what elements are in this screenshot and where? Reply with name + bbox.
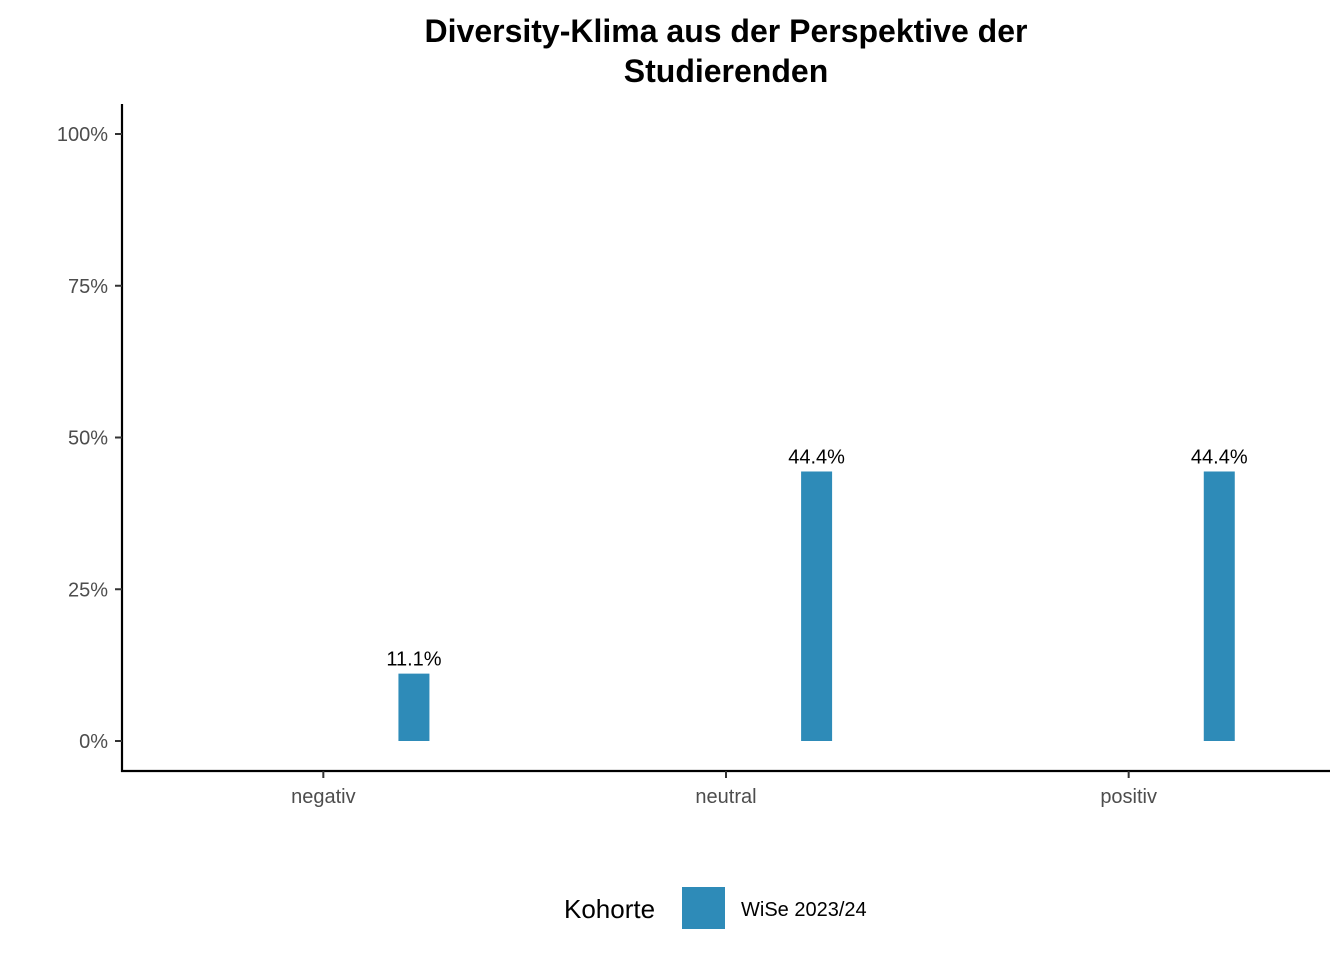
- x-tick-label-negativ: negativ: [291, 786, 356, 808]
- x-tick-label-positiv: positiv: [1100, 786, 1157, 808]
- bar-positiv: [1203, 471, 1235, 741]
- legend-label: WiSe 2023/24: [741, 899, 867, 921]
- data-labels: 11.1% 44.4% 44.4%: [386, 446, 1248, 670]
- bar-negativ: [398, 673, 430, 741]
- legend-title: Kohorte: [564, 894, 655, 924]
- legend: Kohorte WiSe 2023/24: [564, 887, 867, 929]
- x-tick-label-neutral: neutral: [695, 786, 756, 808]
- y-tick-label: 25%: [68, 579, 108, 601]
- x-axis: negativ neutral positiv: [121, 769, 1330, 808]
- bar-neutral: [801, 471, 833, 741]
- data-label-negativ: 11.1%: [386, 649, 441, 671]
- y-tick-label: 0%: [79, 731, 108, 753]
- legend-swatch: [682, 887, 725, 929]
- y-tick-label: 100%: [57, 124, 108, 146]
- data-label-positiv: 44.4%: [1191, 446, 1248, 468]
- y-tick-label: 50%: [68, 428, 108, 450]
- y-axis: 0% 25% 50% 75% 100%: [57, 104, 124, 772]
- y-tick-label: 75%: [68, 276, 108, 298]
- data-label-neutral: 44.4%: [788, 446, 845, 468]
- bars: [398, 471, 1235, 741]
- chart-title-line-1: Diversity-Klima aus der Perspektive der: [425, 13, 1028, 49]
- chart-title-line-2: Studierenden: [624, 53, 828, 89]
